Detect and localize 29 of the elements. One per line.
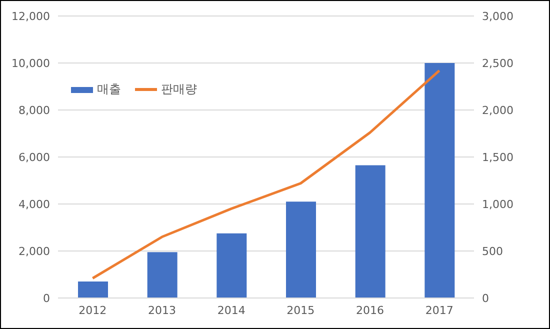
- bar: [147, 252, 178, 298]
- y2-tick-label: 0: [482, 292, 489, 305]
- y2-tick-label: 1,000: [482, 198, 514, 211]
- y-tick-label: 12,000: [12, 10, 50, 23]
- bar: [286, 202, 316, 298]
- x-tick-label: 2015: [286, 304, 315, 317]
- x-tick-label: 2016: [356, 304, 384, 317]
- y2-tick-label: 3,000: [482, 10, 514, 23]
- y2-tick-label: 2,500: [482, 56, 514, 70]
- y2-tick-label: 1,500: [482, 150, 514, 164]
- x-tick-label: 2013: [148, 304, 176, 317]
- legend-label: 판매량: [161, 81, 197, 98]
- y-tick-label: 6,000: [18, 150, 50, 164]
- x-tick-label: 2017: [425, 304, 454, 317]
- x-tick-label: 2014: [217, 304, 246, 317]
- bar: [355, 165, 386, 298]
- legend-label: 매출: [97, 81, 121, 98]
- bar: [78, 282, 108, 298]
- y-tick-label: 0: [43, 292, 50, 305]
- bar: [424, 63, 455, 298]
- y2-tick-label: 500: [482, 244, 503, 258]
- bar: [216, 233, 247, 298]
- y-tick-label: 4,000: [18, 198, 50, 211]
- x-tick-label: 2012: [78, 304, 107, 317]
- y-tick-label: 8,000: [18, 104, 50, 117]
- y-tick-label: 2,000: [18, 244, 50, 258]
- y2-tick-label: 2,000: [482, 104, 514, 117]
- y-tick-label: 10,000: [12, 56, 50, 70]
- line-series: [91, 69, 441, 280]
